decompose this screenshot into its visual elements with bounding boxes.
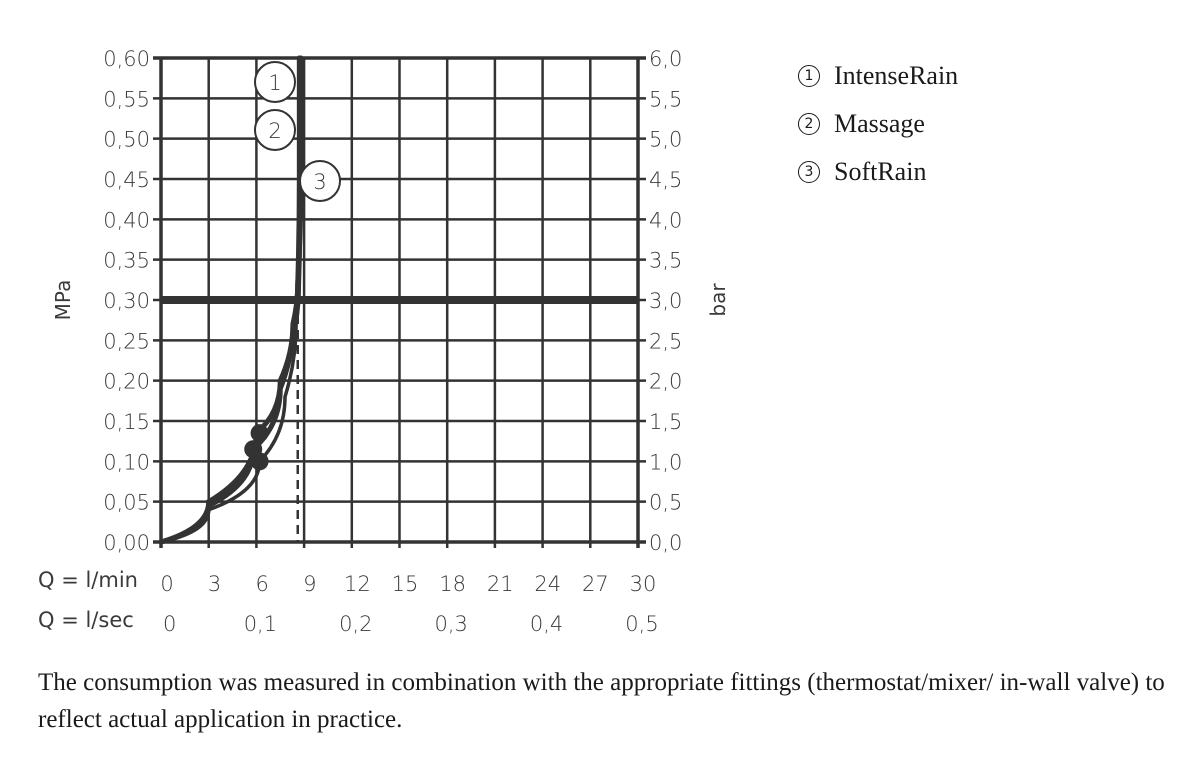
y-tick-bar: 5,5 [649, 87, 682, 111]
x-tick-lmin: 30 [630, 572, 657, 596]
chart-axis-labels: 0 3 6 9 12 15 18 21 24 27 300,00 0,00,05 0,50,10 1,00… [51, 47, 730, 636]
y-tick-mpa: 0,25 [103, 329, 150, 353]
y-tick-mpa: 0,15 [103, 410, 150, 434]
x-tick-lmin: 21 [487, 572, 514, 596]
flow-pressure-chart: 0 3 6 9 12 15 18 21 24 27 300,00 0,00,05 0,50,10 1,00… [51, 47, 730, 636]
y-tick-mpa: 0,20 [103, 370, 150, 394]
y-tick-mpa: 0,35 [103, 249, 150, 273]
y-tick-bar: 3,0 [649, 289, 682, 313]
y-tick-mpa: 0,10 [103, 450, 150, 474]
x-tick-lsec: 0 [163, 612, 176, 636]
y-tick-mpa: 0,05 [103, 491, 150, 515]
curve-badge-number: 1 [268, 71, 281, 95]
y-tick-bar: 6,0 [649, 47, 682, 71]
x-tick-lsec: 0,2 [339, 612, 372, 636]
y-tick-mpa: 0,60 [103, 47, 150, 71]
y-tick-bar: 3,5 [649, 249, 682, 273]
y-tick-bar: 4,0 [649, 208, 682, 232]
x-tick-lmin: 6 [256, 572, 269, 596]
x-tick-lmin: 15 [392, 572, 419, 596]
legend: 1 IntenseRain 2 Massage 3 SoftRain [796, 52, 958, 196]
y-tick-bar: 1,0 [649, 450, 682, 474]
legend-label: IntenseRain [834, 61, 959, 90]
y-tick-mpa: 0,00 [103, 531, 150, 555]
y-tick-mpa: 0,50 [103, 128, 150, 152]
x-tick-lmin: 12 [344, 572, 371, 596]
y-tick-bar: 5,0 [649, 128, 682, 152]
y-tick-bar: 4,5 [649, 168, 682, 192]
x-tick-lsec: 0,4 [530, 612, 563, 636]
x-tick-lsec: 0,5 [625, 612, 658, 636]
y-tick-bar: 0,5 [649, 491, 682, 515]
curve-badge-3 [299, 160, 341, 202]
legend-label: Massage [834, 109, 925, 138]
x-tick-lmin: 18 [439, 572, 466, 596]
y-tick-mpa: 0,30 [103, 289, 150, 313]
curve-badge-number: 2 [268, 119, 281, 143]
curve-badge-number: 3 [313, 170, 326, 194]
circled-number-icon: 2 [798, 113, 820, 135]
x-tick-lsec: 0,3 [434, 612, 467, 636]
y-tick-mpa: 0,40 [103, 208, 150, 232]
x-tick-lmin: 3 [208, 572, 221, 596]
legend-item-intenserain: 1 IntenseRain [796, 52, 958, 100]
y-axis-unit-bar: bar [706, 283, 730, 317]
legend-label: SoftRain [834, 157, 927, 186]
legend-item-softrain: 3 SoftRain [796, 148, 958, 196]
y-tick-bar: 1,5 [649, 410, 682, 434]
y-tick-bar: 0,0 [649, 531, 682, 555]
x-tick-lmin: 27 [582, 572, 609, 596]
circled-number-icon: 1 [798, 65, 820, 87]
curve-badge-2 [254, 109, 296, 151]
curve-badges: 1 2 3 [254, 61, 341, 202]
y-axis-unit-mpa: MPa [51, 280, 75, 321]
x-axis-lsec-label: Q = l/sec [38, 608, 134, 632]
x-axis-lmin-label: Q = l/min [38, 568, 138, 592]
x-tick-lmin: 9 [303, 572, 316, 596]
x-tick-lmin: 0 [160, 572, 173, 596]
circled-number-icon: 3 [798, 161, 820, 183]
y-tick-bar: 2,0 [649, 370, 682, 394]
legend-item-massage: 2 Massage [796, 100, 958, 148]
x-tick-lsec: 0,1 [244, 612, 277, 636]
y-tick-mpa: 0,45 [103, 168, 150, 192]
x-tick-lmin: 24 [534, 572, 561, 596]
consumption-note: The consumption was measured in combinat… [38, 669, 1165, 733]
curve-badge-1 [254, 61, 296, 103]
y-tick-mpa: 0,55 [103, 87, 150, 111]
y-tick-bar: 2,5 [649, 329, 682, 353]
curve-marker [250, 452, 269, 471]
